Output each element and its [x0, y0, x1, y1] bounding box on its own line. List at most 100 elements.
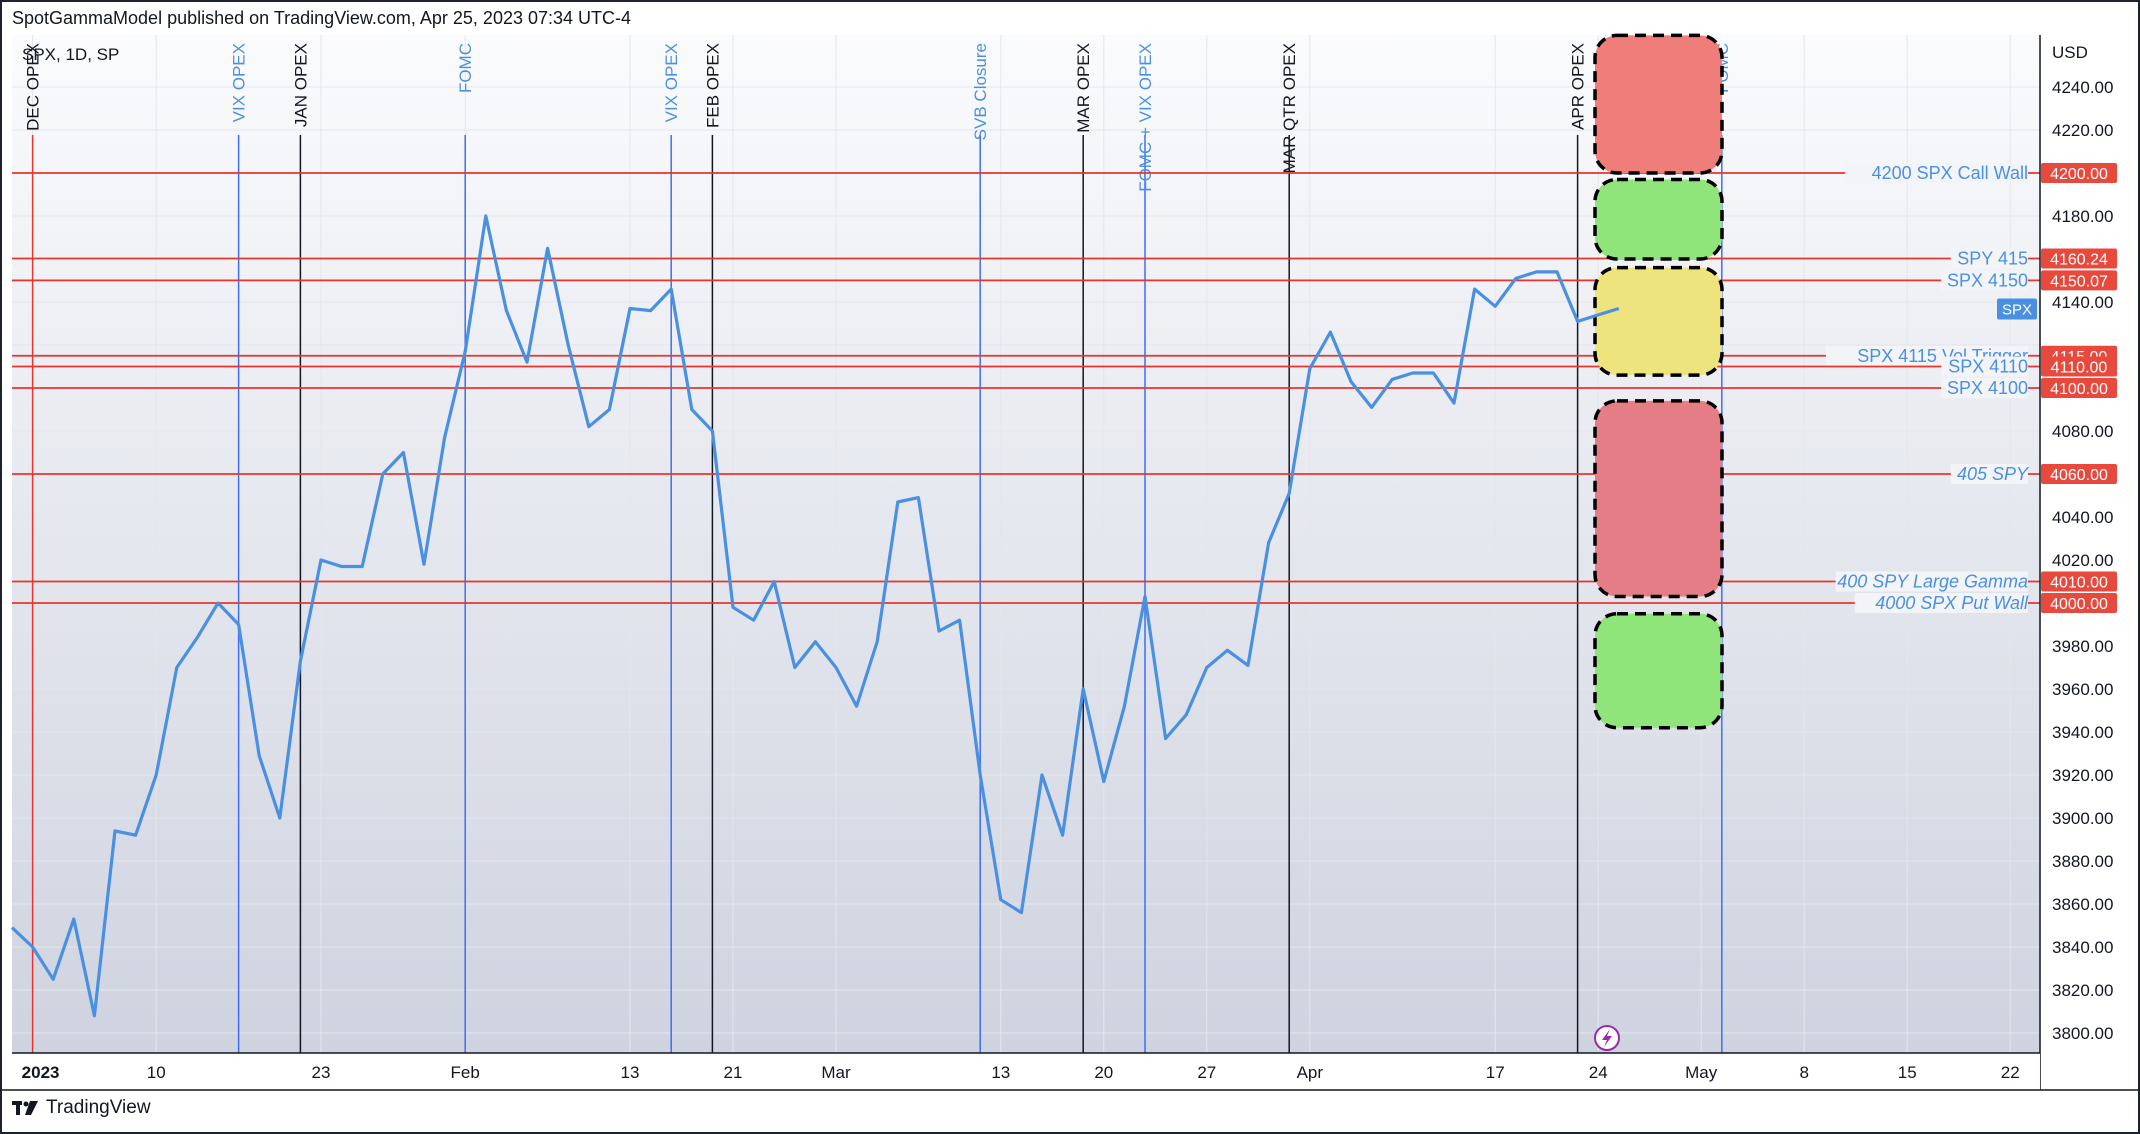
event-label: VIX OPEX	[230, 43, 249, 122]
x-axis: 2023 10 23 Feb 13 21 Mar 13 20 27 Apr 17 24 May 8 15 22	[0, 1052, 2140, 1091]
level-price-tag	[2041, 163, 2117, 183]
x-tick-label: 13	[621, 1063, 640, 1082]
price-series	[10, 214, 1620, 1018]
x-tick-label: Apr	[1297, 1063, 1324, 1082]
symbol-label: SPX, 1D, SP	[22, 45, 119, 64]
level-price-tag	[2041, 356, 2117, 377]
level-price-tag	[2041, 270, 2117, 291]
level-label: 4200 SPX Call Wall	[1872, 163, 2028, 183]
currency-label: USD	[2052, 43, 2088, 62]
level-price-tag	[2041, 464, 2117, 484]
x-tick-label: 21	[724, 1063, 743, 1082]
zone-box	[1593, 399, 1724, 599]
tradingview-logo-icon	[12, 1099, 38, 1117]
x-tick-label: 10	[147, 1063, 166, 1082]
event-lines: DEC OPEX VIX OPEX JAN OPEX FOMC VIX OPEX FEB …	[24, 43, 1732, 1053]
zone-box	[1593, 177, 1724, 261]
level-label: SPX 4110	[1948, 357, 2028, 377]
level-price-tag	[2041, 378, 2117, 398]
x-tick-label: 17	[1486, 1063, 1505, 1082]
zone-box	[1593, 33, 1724, 175]
level-label: SPX 4150	[1947, 270, 2028, 290]
event-label: FOMC	[456, 43, 475, 93]
level-label: 4000 SPX Put Wall	[1875, 593, 2029, 613]
y-tick-label: 3820.00	[2052, 981, 2113, 1000]
y-tick-label: 3920.00	[2052, 766, 2113, 785]
level-price-tag-text: 4100.00	[2050, 381, 2108, 398]
plot-background	[12, 35, 2040, 1053]
event-label: MAR QTR OPEX	[1280, 43, 1299, 173]
y-tick-label: 4240.00	[2052, 78, 2113, 97]
last-price-tag-text: SPX	[2002, 301, 2032, 318]
x-tick-label: 2023	[22, 1063, 60, 1082]
event-label: FEB OPEX	[703, 43, 722, 128]
x-tick-label: 24	[1589, 1063, 1608, 1082]
x-tick-label: 8	[1799, 1063, 1808, 1082]
event-label: JAN OPEX	[291, 43, 310, 127]
x-tick-label: Feb	[451, 1063, 480, 1082]
y-axis: 3800.00 3820.00 3840.00 3860.00 3880.00 3900.…	[1997, 35, 2140, 1090]
x-tick-label: 13	[991, 1063, 1010, 1082]
level-label: SPX 4100	[1947, 378, 2028, 398]
x-axis-bg	[0, 1053, 2040, 1090]
footer: TradingView	[12, 1097, 151, 1119]
level-label-bg	[1941, 378, 2028, 398]
x-tick-label: 23	[312, 1063, 331, 1082]
zone-boxes	[1593, 33, 1724, 730]
y-tick-label: 4080.00	[2052, 422, 2113, 441]
y-tick-label: 3860.00	[2052, 895, 2113, 914]
level-price-tag	[2041, 593, 2117, 613]
y-tick-label: 4220.00	[2052, 121, 2113, 140]
last-price-tag	[1997, 298, 2037, 320]
y-tick-label: 4040.00	[2052, 508, 2113, 527]
event-label: SVB Closure	[971, 43, 990, 140]
level-label: 405 SPY	[1957, 464, 2030, 484]
y-tick-label: 4020.00	[2052, 551, 2113, 570]
level-label-bg	[1854, 593, 2028, 613]
level-label-bg	[1845, 163, 2028, 183]
price-line[interactable]	[10, 214, 1620, 1018]
level-label-bg	[1941, 356, 2028, 377]
y-tick-label: 3880.00	[2052, 852, 2113, 871]
event-label: FOMC + VIX OPEX	[1136, 43, 1155, 192]
level-price-tag-text: 4000.00	[2050, 596, 2108, 613]
y-tick-label: 3840.00	[2052, 938, 2113, 957]
footer-brand: TradingView	[46, 1097, 151, 1118]
publish-header: SpotGammaModel published on TradingView.…	[12, 8, 632, 28]
y-tick-label: 4140.00	[2052, 293, 2113, 312]
level-label: 400 SPY Large Gamma	[1837, 572, 2028, 592]
y-tick-label: 3960.00	[2052, 680, 2113, 699]
y-tick-label: 3940.00	[2052, 723, 2113, 742]
y-tick-label: 3800.00	[2052, 1024, 2113, 1043]
level-price-tag-text: 4200.00	[2050, 166, 2108, 183]
x-tick-label: 27	[1197, 1063, 1216, 1082]
level-label-bg	[1941, 270, 2028, 291]
x-tick-label: 20	[1094, 1063, 1113, 1082]
zone-box	[1593, 265, 1724, 377]
zone-box	[1593, 612, 1724, 730]
level-label-bg	[1950, 464, 2028, 484]
replay-icon[interactable]	[1594, 1025, 1620, 1051]
y-tick-label: 3980.00	[2052, 637, 2113, 656]
x-tick-label: May	[1685, 1063, 1718, 1082]
level-price-tag-text: 4150.07	[2050, 273, 2108, 290]
x-tick-label: 15	[1898, 1063, 1917, 1082]
event-label: MAR OPEX	[1074, 43, 1093, 133]
level-price-tag-text: 4110.00	[2051, 360, 2108, 377]
level-label-bg	[1835, 571, 2028, 592]
event-label: DEC OPEX	[24, 43, 43, 131]
level-price-tag-text: 4160.24	[2050, 251, 2108, 268]
y-axis-bg	[2040, 35, 2140, 1053]
x-tick-label: Mar	[821, 1063, 851, 1082]
event-label: VIX OPEX	[662, 43, 681, 122]
y-tick-label: 3900.00	[2052, 809, 2113, 828]
level-price-tag	[2041, 248, 2117, 269]
level-price-tag	[2041, 571, 2117, 592]
event-label: APR OPEX	[1569, 43, 1588, 130]
level-price-tag-text: 4010.00	[2050, 575, 2108, 592]
level-price-tag-text: 4060.00	[2050, 467, 2108, 484]
y-tick-label: 4180.00	[2052, 207, 2113, 226]
x-tick-label: 22	[2001, 1063, 2020, 1082]
level-label-bg	[1950, 248, 2028, 269]
